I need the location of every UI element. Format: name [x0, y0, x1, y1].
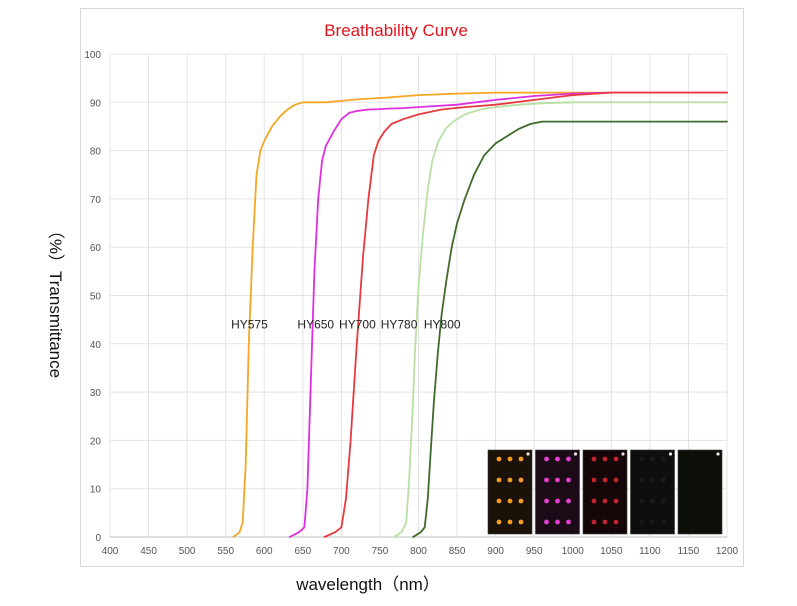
y-tick-label: 60	[90, 243, 102, 254]
y-tick-label: 90	[90, 98, 102, 109]
series-label-hy780: HY780	[381, 317, 418, 331]
x-tick-label: 800	[410, 546, 427, 557]
x-tick-label: 1150	[678, 546, 700, 557]
y-tick-label: 10	[90, 485, 102, 496]
inset-photo-hy700	[582, 449, 628, 535]
axis-ticks: 400 450 500 550 600 650 700 750 800 850 900 950 1000…	[84, 50, 738, 557]
x-tick-label: 900	[487, 546, 504, 557]
x-tick-label: 450	[140, 546, 157, 557]
series-line-hy800	[412, 120, 728, 538]
y-tick-label: 40	[90, 340, 102, 351]
x-axis-label: wavelength（nm）	[295, 575, 440, 594]
inset-photo-hy800	[677, 449, 723, 535]
inset-photo-hy575	[487, 449, 533, 535]
inset-photos	[487, 449, 723, 535]
x-tick-label: 850	[449, 546, 466, 557]
series-label-hy700: HY700	[339, 317, 376, 331]
x-tick-label: 1000	[562, 546, 585, 557]
chart-title: Breathability Curve	[324, 21, 468, 40]
x-tick-label: 400	[102, 546, 119, 557]
series-line-hy780	[392, 101, 728, 538]
y-tick-label: 0	[95, 533, 101, 544]
x-tick-label: 1050	[600, 546, 623, 557]
y-tick-label: 70	[90, 195, 102, 206]
x-tick-label: 650	[294, 546, 311, 557]
inset-photo-hy780	[630, 449, 675, 535]
series-line-hy700	[323, 91, 728, 538]
series-line-hy575	[232, 91, 728, 538]
series-label-hy575: HY575	[231, 317, 268, 331]
y-tick-label: 100	[84, 50, 101, 61]
series-labels: HY575 HY650 HY700 HY780 HY800	[231, 317, 461, 331]
series-lines	[232, 91, 728, 538]
y-axis-label: （%）Transmittance	[46, 222, 65, 378]
x-tick-label: 550	[217, 546, 234, 557]
y-tick-label: 30	[90, 388, 102, 399]
series-label-hy650: HY650	[297, 317, 334, 331]
x-tick-label: 500	[179, 546, 196, 557]
series-line-hy650	[288, 91, 728, 538]
y-tick-label: 80	[90, 147, 102, 158]
y-tick-label: 50	[90, 292, 102, 303]
x-tick-label: 950	[526, 546, 543, 557]
x-tick-label: 700	[333, 546, 350, 557]
x-tick-label: 600	[256, 546, 273, 557]
x-tick-label: 750	[372, 546, 389, 557]
x-tick-label: 1200	[716, 546, 739, 557]
x-tick-label: 1100	[639, 546, 661, 557]
series-label-hy800: HY800	[424, 317, 461, 331]
inset-photo-hy650	[535, 449, 580, 535]
y-tick-label: 20	[90, 436, 102, 447]
grid-lines	[109, 53, 728, 538]
